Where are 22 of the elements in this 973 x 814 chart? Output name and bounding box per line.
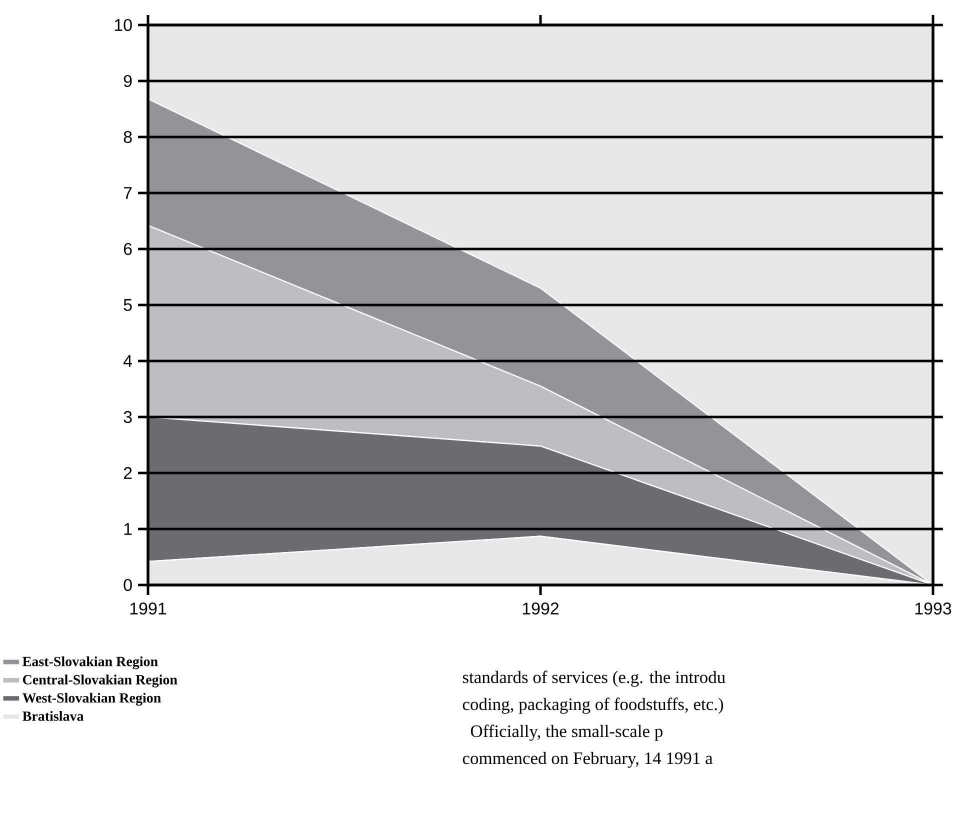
legend-label: Bratislava — [22, 711, 84, 721]
y-tick-label: 7 — [124, 187, 132, 199]
y-tick-label: 9 — [124, 74, 132, 88]
legend-label: West-Slovakian Region — [22, 692, 161, 706]
x-tick-label: 1993 — [915, 602, 952, 615]
legend-label: East-Slovakian Region — [22, 656, 158, 670]
y-tick-label: 2 — [124, 467, 132, 479]
y-tick-label: 4 — [123, 355, 132, 367]
y-tick-label: 10 — [114, 18, 132, 32]
y-tick-label: 5 — [124, 299, 132, 311]
x-tick-label: 1991 — [130, 602, 166, 615]
legend-label: Central-Slovakian Region — [23, 674, 178, 688]
text: commenced on February, 14 1991 a — [462, 752, 713, 768]
y-tick-label: 3 — [124, 410, 132, 424]
y-tick-label: 8 — [124, 130, 132, 144]
y-tick-label: 0 — [124, 578, 132, 592]
text: standards of services (e.g. the introdu — [462, 670, 726, 687]
x-tick-label: 1992 — [522, 602, 559, 615]
text: coding, packaging of foodstuffs, etc.) — [462, 698, 724, 714]
y-tick-label: 6 — [124, 242, 132, 256]
text: Officially, the small-scale p — [470, 724, 662, 741]
y-tick-label: 1 — [124, 523, 132, 535]
